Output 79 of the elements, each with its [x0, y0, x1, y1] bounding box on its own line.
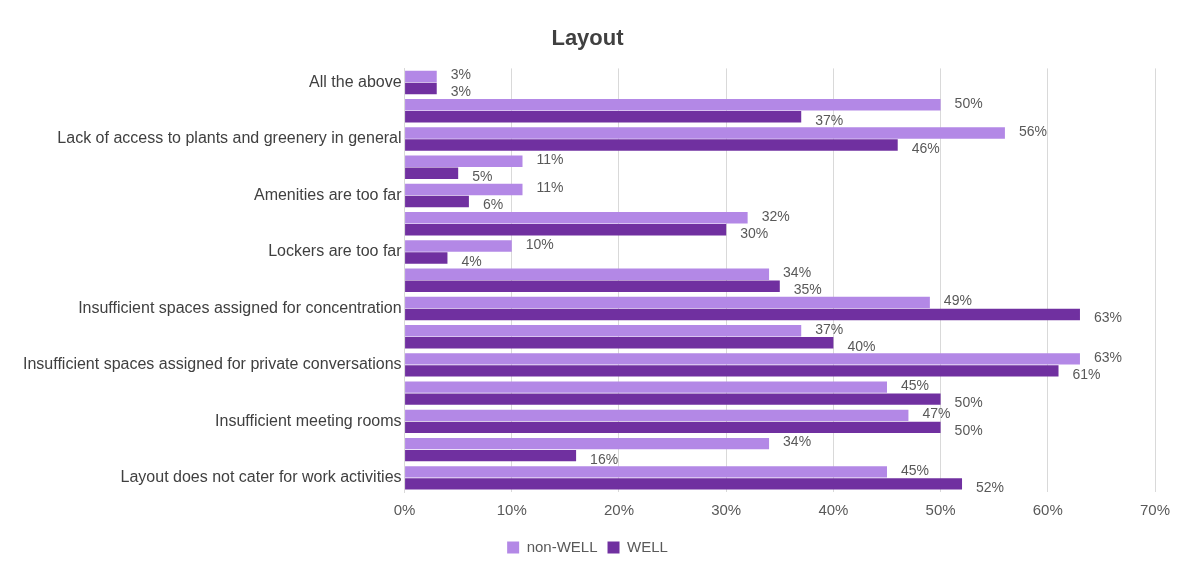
data-label: 32%: [761, 207, 790, 224]
y-tick-label: Insufficient spaces assigned for concentration: [78, 298, 402, 316]
y-tick-label: Insufficient meeting rooms: [215, 411, 402, 429]
x-tick-label: 30%: [711, 501, 742, 519]
data-label: 3%: [450, 83, 471, 100]
bar: [405, 393, 941, 405]
bar: [405, 353, 1080, 365]
legend-label: WELL: [627, 537, 668, 555]
bar: [405, 381, 887, 393]
x-tick-label: 20%: [603, 501, 634, 519]
data-label: 37%: [815, 320, 844, 337]
bar: [405, 365, 1059, 377]
bar: [405, 195, 469, 208]
x-tick-label: 40%: [818, 501, 849, 519]
bar: [405, 252, 448, 264]
bar: [405, 466, 887, 478]
data-label: 56%: [1018, 122, 1047, 139]
bar: [405, 409, 909, 422]
data-label: 46%: [911, 139, 940, 156]
data-label: 34%: [783, 264, 812, 281]
y-tick-label: Insufficient spaces assigned for private conversations: [23, 355, 402, 373]
bar: [405, 155, 523, 167]
bar: [405, 139, 898, 151]
bar: [405, 308, 1080, 321]
data-label: 11%: [536, 179, 564, 196]
bar: [405, 437, 770, 450]
y-tick-label: Amenities are too far: [253, 185, 403, 203]
data-label: 3%: [450, 66, 471, 83]
y-tick-label: All the above: [309, 72, 402, 90]
bar: [405, 224, 727, 236]
bar: [405, 449, 577, 462]
data-label: 63%: [1093, 348, 1122, 365]
bar: [405, 280, 780, 292]
bar: [405, 336, 834, 349]
data-label: 61%: [1072, 365, 1101, 382]
bar: [405, 324, 802, 337]
data-label: 16%: [590, 450, 619, 467]
data-label: 47%: [922, 405, 951, 422]
data-label: 49%: [943, 292, 972, 309]
bar: [405, 70, 437, 83]
x-tick-label: 0%: [393, 501, 416, 519]
bar: [405, 296, 930, 309]
data-label: 10%: [525, 235, 554, 252]
data-label: 50%: [954, 94, 983, 111]
y-tick-label: Lack of access to plants and greenery in general: [57, 129, 402, 147]
data-label: 34%: [783, 433, 812, 450]
x-tick-label: 50%: [925, 501, 956, 519]
bar: [405, 421, 941, 434]
y-tick-label: Lockers are too far: [268, 242, 403, 260]
chart-title: Layout: [551, 25, 625, 51]
data-label: 40%: [847, 337, 876, 354]
data-label: 11%: [536, 151, 564, 168]
bar: [405, 212, 748, 224]
bar: [405, 183, 523, 196]
legend-label: non-WELL: [526, 537, 598, 555]
bar: [405, 268, 770, 280]
bar: [405, 99, 941, 111]
bar: [405, 82, 437, 95]
data-label: 4%: [461, 252, 482, 269]
data-label: 50%: [954, 394, 983, 411]
data-label: 30%: [740, 224, 769, 241]
data-label: 63%: [1093, 309, 1122, 326]
x-tick-label: 70%: [1139, 501, 1171, 519]
data-label: 50%: [954, 422, 983, 439]
data-label: 52%: [976, 478, 1005, 495]
data-label: 35%: [793, 281, 822, 298]
bar: [405, 478, 963, 490]
bar: [405, 240, 512, 252]
data-label: 6%: [482, 196, 504, 213]
bar: [405, 167, 459, 179]
y-tick-label: Layout does not cater for work activities: [120, 468, 402, 486]
data-label: 45%: [900, 377, 930, 394]
data-label: 45%: [900, 461, 930, 478]
data-label: 5%: [472, 168, 493, 185]
bar: [405, 127, 1005, 139]
bar: [405, 111, 802, 123]
data-label: 37%: [815, 111, 844, 128]
x-tick-label: 10%: [496, 501, 527, 519]
x-tick-label: 60%: [1032, 501, 1063, 519]
